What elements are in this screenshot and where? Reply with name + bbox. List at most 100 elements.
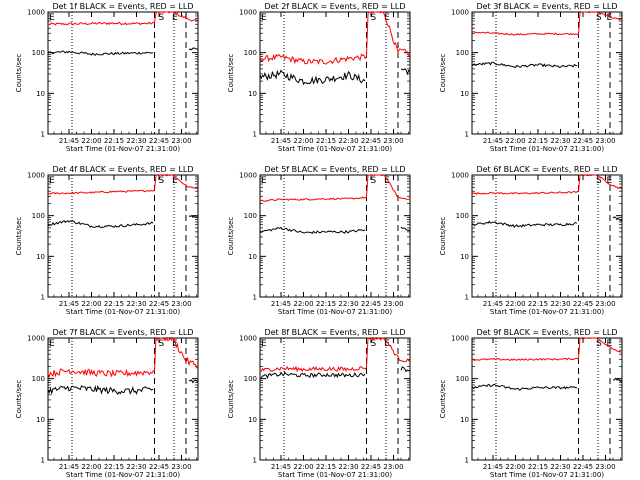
x-axis-label: Start Time (01-Nov-07 21:31:00) (278, 471, 392, 479)
annotation-e: E (607, 176, 613, 186)
annotation-s: S (596, 13, 602, 23)
series-line-black-events (47, 379, 199, 396)
x-tick-label: 22:15 (528, 137, 548, 145)
y-tick-label: 10 (460, 90, 469, 98)
annotation-s: S (371, 13, 377, 23)
x-tick-label: 21:45 (483, 463, 503, 471)
y-tick-label: 100 (456, 212, 469, 220)
y-tick-label: 100 (32, 212, 45, 220)
x-tick-label: 21:45 (483, 300, 503, 308)
panel-title: Det 5f BLACK = Events, RED = LLD (264, 165, 405, 174)
series-line-red-lld (259, 174, 411, 202)
x-tick-label: 22:00 (505, 463, 525, 471)
series-line-red-lld (471, 11, 623, 36)
y-axis-label: Counts/sec (439, 380, 447, 419)
annotation-s: S (159, 13, 165, 23)
panel-det-7: Det 7f BLACK = Events, RED = LLD 1 10 100 10… (15, 328, 199, 479)
panel-det-6: Det 6f BLACK = Events, RED = LLD 1 10 100 10… (439, 165, 623, 316)
x-axis-label: Start Time (01-Nov-07 21:31:00) (66, 471, 180, 479)
series-line-black-events (471, 61, 578, 68)
x-tick-label: 22:45 (573, 300, 593, 308)
series-line-black-events (471, 216, 623, 229)
x-tick-label: 21:45 (271, 463, 291, 471)
annotation-e: E (607, 13, 613, 23)
panel-det-2: Det 2f BLACK = Events, RED = LLD 1 10 100 10… (227, 2, 411, 153)
panel-title: Det 3f BLACK = Events, RED = LLD (476, 2, 617, 11)
y-tick-label: 1000 (239, 335, 257, 343)
x-tick-label: 23:00 (171, 300, 191, 308)
y-tick-label: 1000 (27, 335, 45, 343)
y-tick-label: 1 (253, 131, 257, 139)
x-tick-label: 23:00 (171, 137, 191, 145)
plot-frame (259, 174, 411, 298)
x-tick-label: 21:45 (483, 137, 503, 145)
x-tick-label: 23:00 (171, 463, 191, 471)
x-tick-label: 23:00 (595, 137, 615, 145)
y-tick-label: 10 (248, 253, 257, 261)
plot-frame (471, 174, 623, 298)
x-tick-label: 22:00 (81, 300, 101, 308)
annotation-e: E (384, 13, 390, 23)
x-tick-label: 22:45 (149, 137, 169, 145)
y-tick-label: 1 (465, 131, 469, 139)
x-axis-label: Start Time (01-Nov-07 21:31:00) (490, 145, 604, 153)
series-line-red-lld (47, 11, 199, 26)
x-tick-label: 21:45 (59, 137, 79, 145)
x-tick-label: 22:15 (528, 463, 548, 471)
panel-title: Det 8f BLACK = Events, RED = LLD (264, 328, 405, 337)
y-tick-label: 1000 (451, 172, 469, 180)
annotation-e: E (261, 339, 267, 349)
x-tick-label: 22:30 (338, 137, 358, 145)
annotation-s: S (371, 176, 377, 186)
panel-title: Det 4f BLACK = Events, RED = LLD (52, 165, 193, 174)
panel-title: Det 7f BLACK = Events, RED = LLD (52, 328, 193, 337)
x-tick-label: 22:00 (81, 137, 101, 145)
x-tick-label: 22:30 (126, 137, 146, 145)
annotation-e: E (49, 176, 55, 186)
x-tick-label: 22:15 (316, 300, 336, 308)
y-tick-label: 1 (41, 131, 45, 139)
y-tick-label: 10 (460, 416, 469, 424)
y-axis-label: Counts/sec (227, 217, 235, 256)
panel-det-4: Det 4f BLACK = Events, RED = LLD 1 10 100 10… (15, 165, 199, 316)
annotation-e: E (172, 13, 178, 23)
x-tick-label: 21:45 (59, 463, 79, 471)
annotation-s: S (159, 339, 165, 349)
y-tick-label: 10 (36, 416, 45, 424)
y-tick-label: 1000 (451, 9, 469, 17)
x-tick-label: 22:00 (293, 300, 313, 308)
y-tick-label: 100 (32, 49, 45, 57)
y-tick-label: 100 (244, 212, 257, 220)
x-tick-label: 22:30 (550, 300, 570, 308)
x-axis-label: Start Time (01-Nov-07 21:31:00) (490, 471, 604, 479)
plot-frame (47, 337, 199, 461)
panel-det-5: Det 5f BLACK = Events, RED = LLD 1 10 100 10… (227, 165, 411, 316)
panel-title: Det 1f BLACK = Events, RED = LLD (52, 2, 193, 11)
y-tick-label: 1000 (239, 9, 257, 17)
x-tick-label: 22:15 (104, 300, 124, 308)
x-tick-label: 22:30 (126, 300, 146, 308)
y-tick-label: 1 (253, 457, 257, 465)
x-tick-label: 22:15 (104, 137, 124, 145)
annotation-s: S (371, 339, 377, 349)
y-axis-label: Counts/sec (15, 217, 23, 256)
x-tick-label: 23:00 (383, 463, 403, 471)
x-tick-label: 21:45 (59, 300, 79, 308)
x-tick-label: 22:00 (505, 137, 525, 145)
annotation-e: E (172, 176, 178, 186)
y-axis-label: Counts/sec (15, 54, 23, 93)
series-line-black-events (259, 68, 411, 86)
x-tick-label: 22:30 (550, 463, 570, 471)
y-tick-label: 1 (253, 294, 257, 302)
x-tick-label: 22:30 (550, 137, 570, 145)
y-tick-label: 1 (465, 294, 469, 302)
annotation-e: E (261, 13, 267, 23)
x-tick-label: 22:30 (338, 300, 358, 308)
x-tick-label: 22:45 (361, 463, 381, 471)
y-tick-label: 1 (41, 457, 45, 465)
series-line-red-lld (47, 336, 199, 379)
y-tick-label: 100 (456, 375, 469, 383)
x-axis-label: Start Time (01-Nov-07 21:31:00) (490, 308, 604, 316)
x-axis-label: Start Time (01-Nov-07 21:31:00) (66, 308, 180, 316)
